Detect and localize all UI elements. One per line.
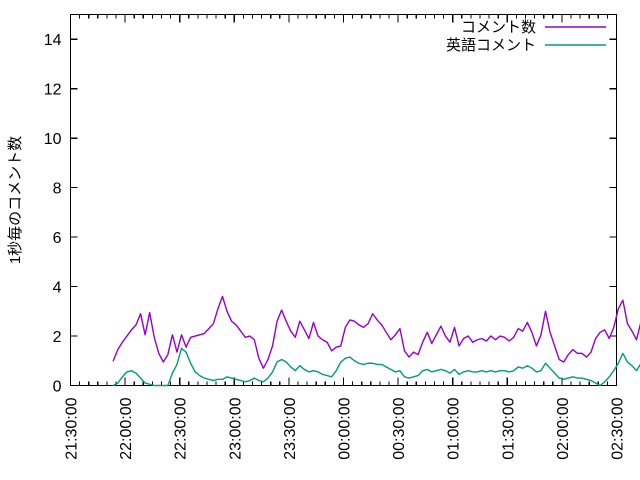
x-tick-label: 22:30:00 [173, 397, 190, 459]
x-tick-label: 22:00:00 [118, 397, 135, 459]
x-tick-label: 23:00:00 [227, 397, 244, 459]
y-tick-label: 8 [53, 181, 62, 198]
x-tick-label: 00:30:00 [391, 397, 408, 459]
y-axis-title-text: 1秒毎のコメント数 [7, 136, 24, 264]
y-tick-label: 12 [44, 82, 62, 99]
y-tick-label: 0 [53, 379, 62, 396]
series-line-2 [112, 347, 640, 387]
x-tick-label: 23:30:00 [282, 397, 299, 459]
x-tick-label: 02:00:00 [555, 397, 572, 459]
y-tick-label: 10 [44, 131, 62, 148]
series-line-1 [112, 295, 640, 369]
legend-label-1: コメント数 [461, 19, 536, 36]
x-tick-label: 02:30:00 [610, 397, 627, 459]
y-tick-label: 14 [44, 32, 62, 49]
x-tick-label: 01:30:00 [500, 397, 517, 459]
y-tick-label: 4 [53, 280, 62, 297]
data-series-group [112, 295, 640, 387]
x-tick-label: 21:30:00 [64, 397, 81, 459]
legend-label-2: 英語コメント [446, 36, 536, 54]
x-tick-label: 01:00:00 [446, 397, 463, 459]
x-axis-ticks: 21:30:00 22:00:00 22:30:00 23:00:00 23:30:00… [64, 14, 627, 460]
y-tick-label: 2 [53, 329, 62, 346]
y-axis-ticks: 0 2 4 6 8 10 12 14 [44, 32, 617, 396]
x-tick-label: 00:00:00 [337, 397, 354, 459]
y-axis-title: 1秒毎のコメント数 [7, 136, 24, 264]
y-tick-label: 6 [53, 230, 62, 247]
